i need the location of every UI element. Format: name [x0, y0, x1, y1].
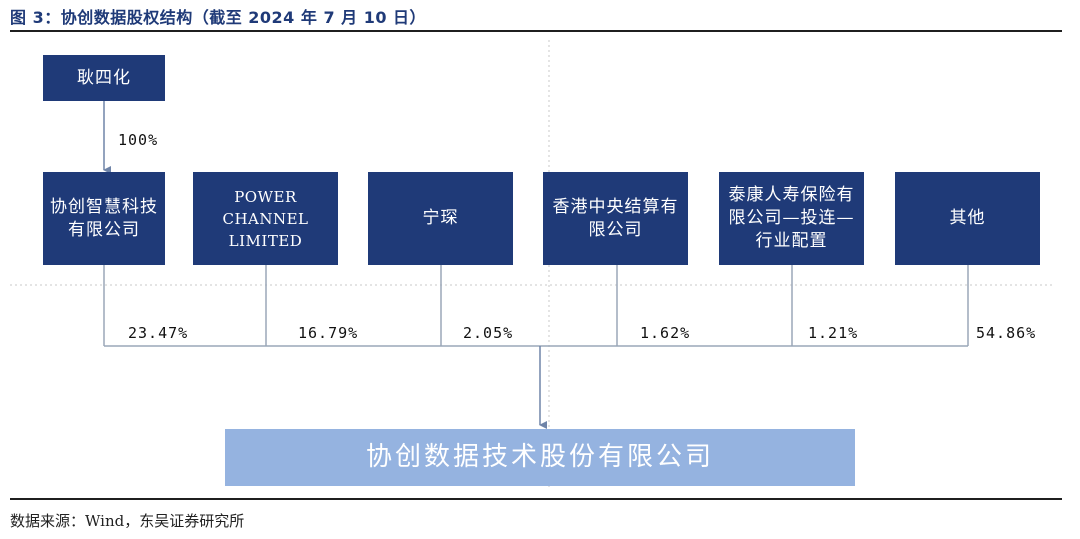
shareholder-share-2: 16.79%: [298, 324, 359, 342]
bottom-rule: [10, 498, 1062, 500]
shareholder-box-3: 宁琛: [368, 172, 513, 265]
shareholder-box-4: 香港中央结算有限公司: [543, 172, 688, 265]
source-note: 数据来源：Wind，东吴证券研究所: [10, 512, 245, 530]
shareholder-share-3: 2.05%: [463, 324, 514, 342]
shareholder-share-4: 1.62%: [640, 324, 691, 342]
figure-title: 图 3：协创数据股权结构（截至 2024 年 7 月 10 日）: [10, 8, 427, 27]
shareholder-share-1: 23.47%: [128, 324, 189, 342]
shareholder-box-2: POWER CHANNEL LIMITED: [193, 172, 338, 265]
shareholder-box-6: 其他: [895, 172, 1040, 265]
shareholder-share-6: 54.86%: [976, 324, 1037, 342]
top-holder-box: 耿四化: [43, 55, 165, 101]
shareholder-share-5: 1.21%: [808, 324, 859, 342]
shareholder-box-1: 协创智慧科技有限公司: [43, 172, 165, 265]
top-rule: [10, 30, 1062, 32]
company-box: 协创数据技术股份有限公司: [225, 429, 855, 486]
top-holder-share: 100%: [118, 131, 159, 149]
shareholder-box-5: 泰康人寿保险有限公司—投连—行业配置: [719, 172, 864, 265]
